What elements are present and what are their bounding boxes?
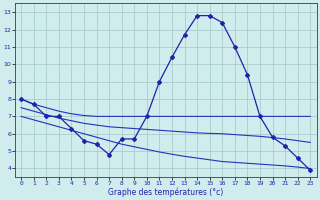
- X-axis label: Graphe des températures (°c): Graphe des températures (°c): [108, 187, 223, 197]
